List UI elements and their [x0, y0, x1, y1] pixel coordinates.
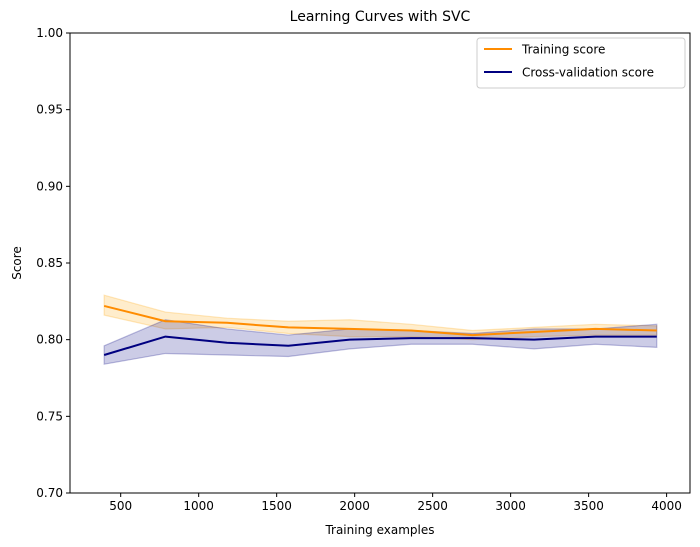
y-tick-label: 0.75	[36, 409, 63, 423]
plot-frame	[69, 32, 691, 494]
training-score-band	[103, 294, 658, 341]
legend-label-training: Training score	[521, 43, 605, 57]
y-tick-label: 0.80	[36, 333, 63, 347]
y-tick-label: 0.90	[36, 179, 63, 193]
y-tick-label: 0.95	[36, 103, 63, 117]
y-tick-label: 1.00	[36, 26, 63, 40]
x-tick-label: 4000	[651, 499, 682, 513]
y-axis-ticks: 0.70 0.75 0.80 0.85 0.90 0.95 1.00	[36, 26, 70, 500]
chart-title: Learning Curves with SVC	[290, 9, 471, 25]
x-tick-label: 2000	[339, 499, 370, 513]
cross-validation-score-band	[103, 319, 658, 365]
legend-box	[476, 37, 686, 89]
x-axis-label: Training examples	[324, 523, 434, 537]
y-tick-label: 0.85	[36, 256, 63, 270]
x-tick-label: 2500	[417, 499, 448, 513]
legend-label-cross-validation: Cross-validation score	[522, 66, 654, 80]
x-axis-ticks: 500 1000 1500 2000 2500 3000 3500 4000	[109, 493, 682, 513]
y-tick-label: 0.70	[36, 486, 63, 500]
confidence-bands	[103, 294, 658, 365]
legend: Training score Cross-validation score	[476, 37, 686, 89]
x-tick-label: 1500	[261, 499, 292, 513]
series-lines	[103, 304, 657, 356]
cross-validation-score-line	[103, 335, 657, 356]
training-score-line	[103, 304, 657, 337]
x-tick-label: 1000	[183, 499, 214, 513]
x-tick-label: 3500	[573, 499, 604, 513]
x-tick-label: 500	[109, 499, 132, 513]
x-tick-label: 3000	[495, 499, 526, 513]
y-axis-label: Score	[10, 246, 24, 280]
